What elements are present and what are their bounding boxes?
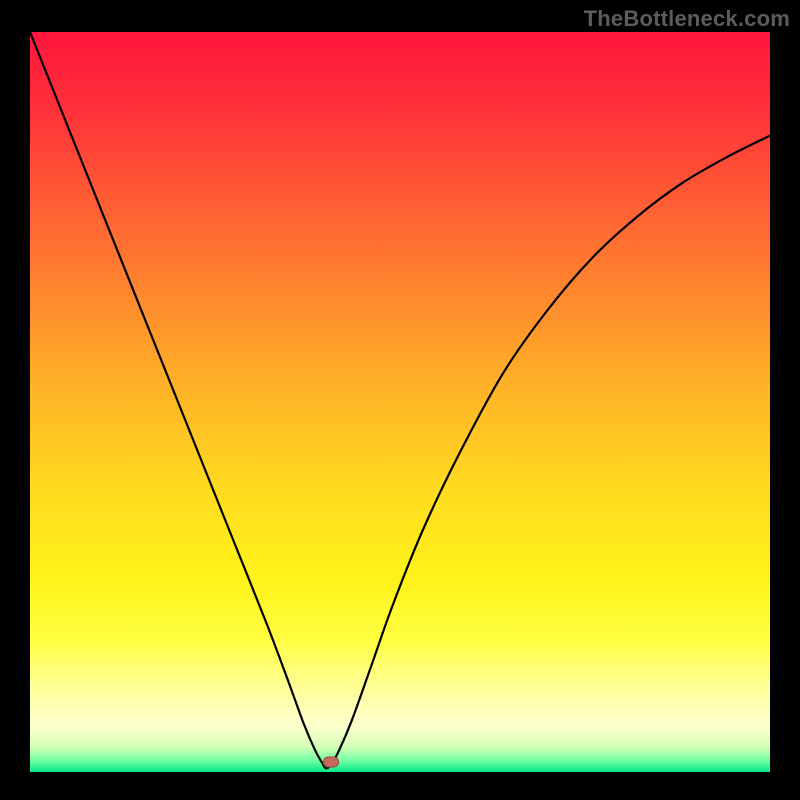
watermark-text: TheBottleneck.com	[584, 6, 790, 32]
chart-container: TheBottleneck.com	[0, 0, 800, 800]
curve-svg	[30, 32, 770, 772]
bottleneck-curve	[30, 32, 770, 768]
min-marker	[323, 757, 339, 768]
plot-area	[30, 32, 770, 772]
